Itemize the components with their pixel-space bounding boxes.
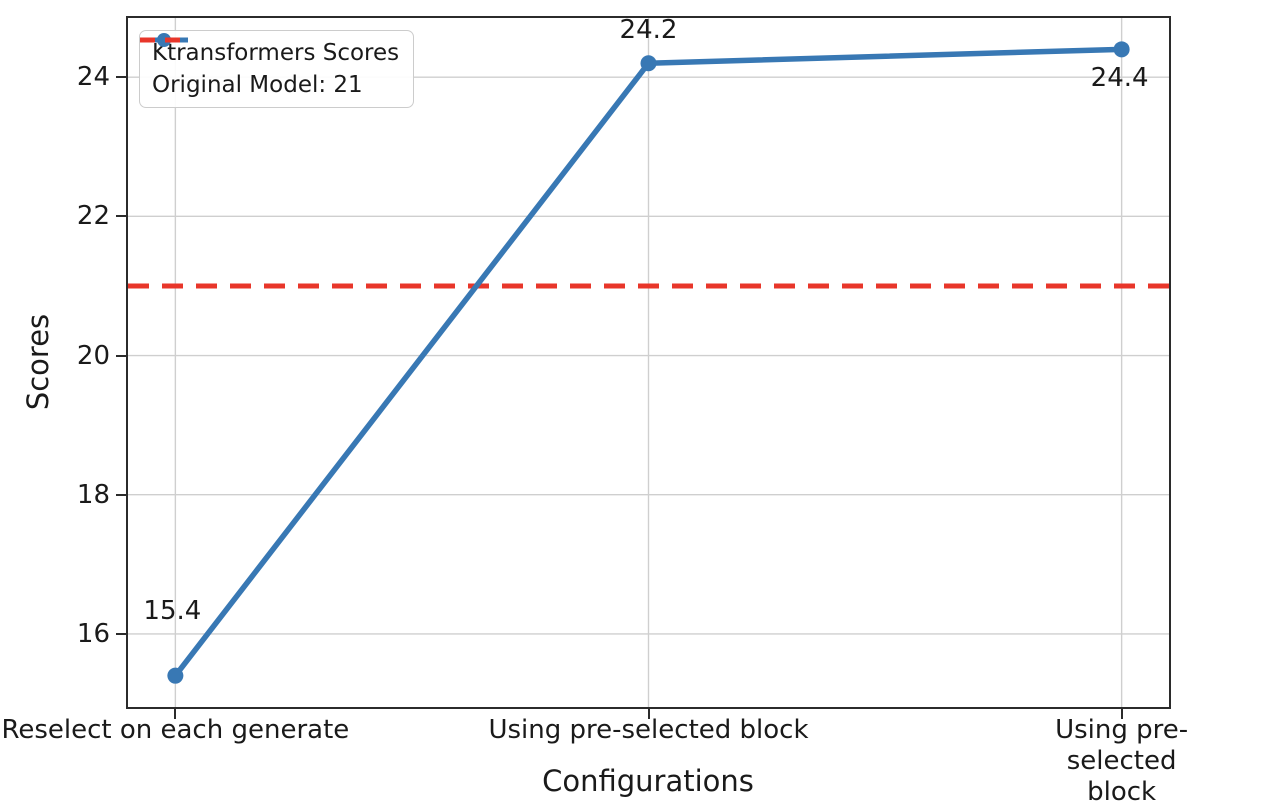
dashed-line-icon — [140, 37, 188, 43]
data-label: 24.2 — [619, 15, 678, 46]
y-tick-label: 16 — [76, 618, 110, 649]
x-tick-mark — [1120, 709, 1123, 719]
legend-entry: Original Model: 21 — [140, 37, 399, 100]
x-tick-mark — [647, 709, 650, 719]
data-point-marker — [167, 667, 184, 684]
x-tick-label: Using pre-selected block First two layer… — [1055, 715, 1189, 803]
x-tick-label: Reselect on each generate — [1, 715, 350, 745]
y-tick-label: 22 — [76, 201, 110, 232]
y-tick-mark — [116, 354, 126, 357]
legend-label: Original Model: 21 — [152, 72, 363, 98]
y-tick-mark — [116, 493, 126, 496]
y-axis-label: Scores — [21, 313, 55, 411]
x-tick-label: Using pre-selected block — [488, 715, 809, 745]
legend-entry: Ktransformers Scores — [140, 33, 400, 68]
legend-label: Ktransformers Scores — [152, 40, 400, 66]
y-tick-mark — [116, 632, 126, 635]
y-tick-label: 24 — [76, 62, 110, 93]
x-axis-label: Configurations — [542, 764, 754, 798]
data-label: 24.4 — [1090, 63, 1149, 94]
y-tick-label: 20 — [76, 340, 110, 371]
y-tick-mark — [116, 215, 126, 218]
plot-area: Ktransformers Scores Original Model: 21 1… — [126, 15, 1171, 709]
legend: Ktransformers Scores Original Model: 21 — [139, 30, 415, 108]
y-tick-label: 18 — [76, 479, 110, 510]
data-point-marker — [1113, 41, 1130, 58]
y-tick-mark — [116, 76, 126, 79]
x-tick-mark — [174, 709, 177, 719]
chart-canvas — [128, 18, 1169, 707]
data-label: 15.4 — [143, 595, 202, 626]
data-point-marker — [640, 55, 657, 72]
